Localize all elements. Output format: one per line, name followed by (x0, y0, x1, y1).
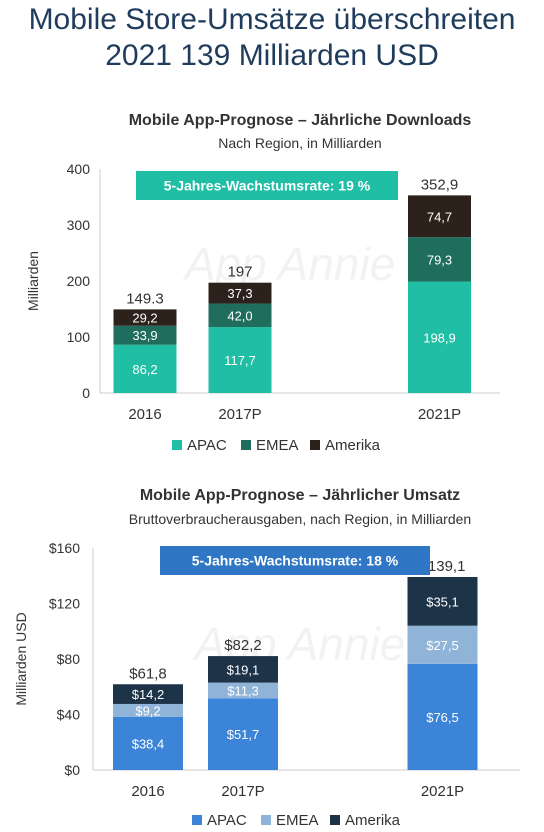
legend-label-amerika: Amerika (325, 437, 381, 454)
bar-segment-emea (408, 237, 471, 282)
bar-value-label: $76,5 (426, 710, 459, 725)
bar-total-label: $61,8 (129, 665, 167, 682)
bar-value-label: 33,9 (132, 328, 157, 343)
bar-segment-apac (208, 327, 272, 393)
bar-segment-emea (113, 703, 183, 717)
y-tick-label: $160 (49, 540, 80, 556)
bar-value-label: $27,5 (426, 638, 459, 653)
bar-segment-apac (113, 716, 183, 770)
y-tick-label: $40 (57, 707, 81, 723)
legend-swatch-amerika (330, 815, 340, 825)
revenue-chart-title: Mobile App-Prognose – Jährlicher Umsatz (139, 487, 461, 504)
bar-segment-amerika (113, 684, 183, 704)
bar-value-label: 42,0 (227, 308, 252, 323)
bar-value-label: $19,1 (227, 662, 260, 677)
bar-segment-amerika (408, 195, 471, 238)
legend-label-apac: APAC (207, 812, 247, 829)
y-tick-label: 400 (67, 161, 91, 177)
x-tick-label: 2021P (418, 406, 461, 423)
bar-segment-amerika (208, 282, 272, 304)
x-tick-label: 2021P (421, 783, 464, 800)
y-tick-label: 300 (67, 217, 91, 233)
bar-segment-apac (113, 344, 177, 393)
page-title-line1: Mobile Store-Umsätze überschreiten (28, 3, 516, 36)
bar-total-label: $82,2 (224, 637, 262, 654)
y-tick-label: $0 (64, 762, 80, 778)
bar-value-label: 29,2 (132, 311, 157, 326)
y-tick-label: 0 (82, 385, 90, 401)
bar-total-label: 352,9 (421, 176, 459, 193)
revenue-chart-subtitle: Bruttoverbraucherausgaben, nach Region, … (128, 511, 472, 527)
bar-value-label: 74,7 (427, 209, 452, 224)
bar-value-label: $38,4 (132, 736, 165, 751)
growth-rate-text: 5-Jahres-Wachstumsrate: 19 % (164, 178, 371, 194)
bar-value-label: $14,2 (132, 687, 165, 702)
y-axis-label: Milliarden (25, 251, 41, 311)
downloads-chart: App Annie 0 100 200 300 400 Milliarden 86,2 33,9… (25, 161, 500, 454)
legend-swatch-emea (241, 440, 251, 450)
page-title: Mobile Store-Umsätze überschreiten 2021 … (0, 2, 544, 74)
bar-segment-emea (113, 325, 177, 345)
legend-swatch-emea (261, 815, 271, 825)
watermark-text: App Annie (182, 238, 396, 290)
bar-value-label: $51,7 (227, 727, 260, 742)
bar-segment-emea (208, 682, 278, 699)
bar-value-label: 86,2 (132, 362, 157, 377)
bar-total-label: $139,1 (420, 558, 466, 575)
growth-rate-text: 5-Jahres-Wachstumsrate: 18 % (192, 553, 399, 569)
bar-segment-emea (407, 625, 478, 664)
bar-value-label: 198,9 (423, 330, 456, 345)
legend-label-amerika: Amerika (345, 812, 401, 829)
downloads-chart-subtitle: Nach Region, in Milliarden (218, 135, 382, 151)
y-tick-label: 200 (67, 273, 91, 289)
bar-segment-apac (407, 663, 478, 770)
legend-label-emea: EMEA (276, 812, 319, 829)
bar-segment-emea (208, 303, 272, 328)
bar-value-label: 117,7 (224, 353, 256, 368)
legend-swatch-apac (172, 440, 182, 450)
legend-swatch-apac (192, 815, 202, 825)
y-tick-label: 100 (67, 329, 91, 345)
growth-rate-badge (160, 546, 430, 575)
x-tick-label: 2017P (221, 783, 264, 800)
growth-rate-badge (136, 171, 398, 200)
bar-value-label: 37,3 (227, 286, 252, 301)
y-axis-label: Milliarden USD (13, 612, 29, 705)
bar-value-label: $35,1 (426, 594, 459, 609)
downloads-chart-title: Mobile App-Prognose – Jährliche Download… (128, 112, 472, 129)
bar-segment-apac (408, 281, 471, 393)
bar-value-label: $11,3 (227, 683, 259, 698)
bar-segment-amerika (208, 656, 278, 683)
bar-total-label: 149.3 (126, 290, 164, 307)
page-title-line2: 2021 139 Milliarden USD (105, 39, 439, 72)
legend-swatch-amerika (310, 440, 320, 450)
bar-value-label: 79,3 (427, 252, 452, 267)
x-tick-label: 2017P (218, 406, 261, 423)
bar-segment-amerika (113, 309, 177, 326)
bar-value-label: $9,2 (135, 703, 160, 718)
bar-total-label: 197 (227, 264, 252, 281)
legend-label-apac: APAC (187, 437, 227, 454)
bar-segment-amerika (407, 576, 478, 626)
x-tick-label: 2016 (128, 406, 161, 423)
y-tick-label: $120 (49, 596, 80, 612)
y-tick-label: $80 (57, 651, 81, 667)
x-tick-label: 2016 (131, 783, 164, 800)
legend-label-emea: EMEA (256, 437, 299, 454)
bar-segment-apac (208, 698, 278, 770)
